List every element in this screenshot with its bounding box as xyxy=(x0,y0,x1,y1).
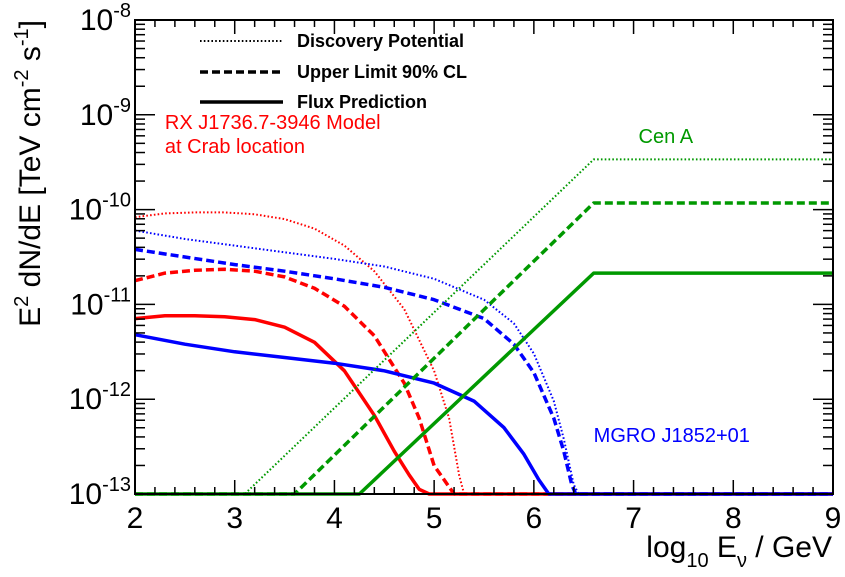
legend-label-upper-limit: Upper Limit 90% CL xyxy=(297,62,467,82)
y-tick-label: 10-11 xyxy=(70,284,131,321)
x-tick-label: 6 xyxy=(526,502,543,535)
y-tick-label: 10-8 xyxy=(80,0,131,37)
y-tick-label: 10-12 xyxy=(69,379,131,416)
plot-frame xyxy=(134,19,834,495)
annotation-rxj1736: RX J1736.7-3946 Model at Crab location xyxy=(165,112,381,158)
series-line-mgro-j1852-01-discovery-potential xyxy=(134,229,833,495)
x-tick-label: 5 xyxy=(426,502,443,535)
y-tick-label: 10-13 xyxy=(69,474,131,511)
x-tick-label: 3 xyxy=(226,502,243,535)
legend: Discovery Potential Upper Limit 90% CL F… xyxy=(200,31,467,112)
annotation-cen-a: Cen A xyxy=(639,126,694,148)
series-line-rx-j1736-7-3946-discovery-potential xyxy=(134,211,833,495)
series-line-rx-j1736-7-3946-upper-limit-90-cl xyxy=(134,267,833,496)
y-tick-label: 10-10 xyxy=(69,190,131,227)
annotation-mgro: MGRO J1852+01 xyxy=(594,425,750,447)
legend-label-flux: Flux Prediction xyxy=(297,92,427,112)
y-axis-title: E2 dN/dE [TeV cm-2 s-1] xyxy=(11,20,47,327)
y-tick-label: 10-9 xyxy=(80,95,131,132)
series-line-mgro-j1852-01-flux-prediction xyxy=(134,332,833,496)
series-line-rx-j1736-7-3946-flux-prediction xyxy=(134,314,833,496)
x-tick-label: 7 xyxy=(625,502,642,535)
x-tick-label: 2 xyxy=(127,502,144,535)
ticks-layer xyxy=(134,19,834,495)
x-axis-title: log10 Eν / GeV xyxy=(646,531,832,572)
tick-labels-layer: 2 3 4 5 6 7 8 9 10-13 10-12 10-11 10-10 10-9 10-8 xyxy=(69,0,842,535)
legend-label-discovery: Discovery Potential xyxy=(297,31,464,51)
x-tick-label: 4 xyxy=(326,502,343,535)
x-tick-label: 8 xyxy=(725,502,742,535)
x-tick-label: 9 xyxy=(825,502,842,535)
